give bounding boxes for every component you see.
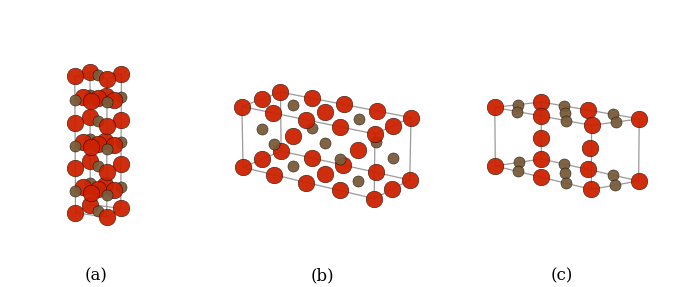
Text: (a): (a) <box>84 267 108 284</box>
Text: (c): (c) <box>551 267 573 284</box>
Text: (b): (b) <box>310 267 334 284</box>
